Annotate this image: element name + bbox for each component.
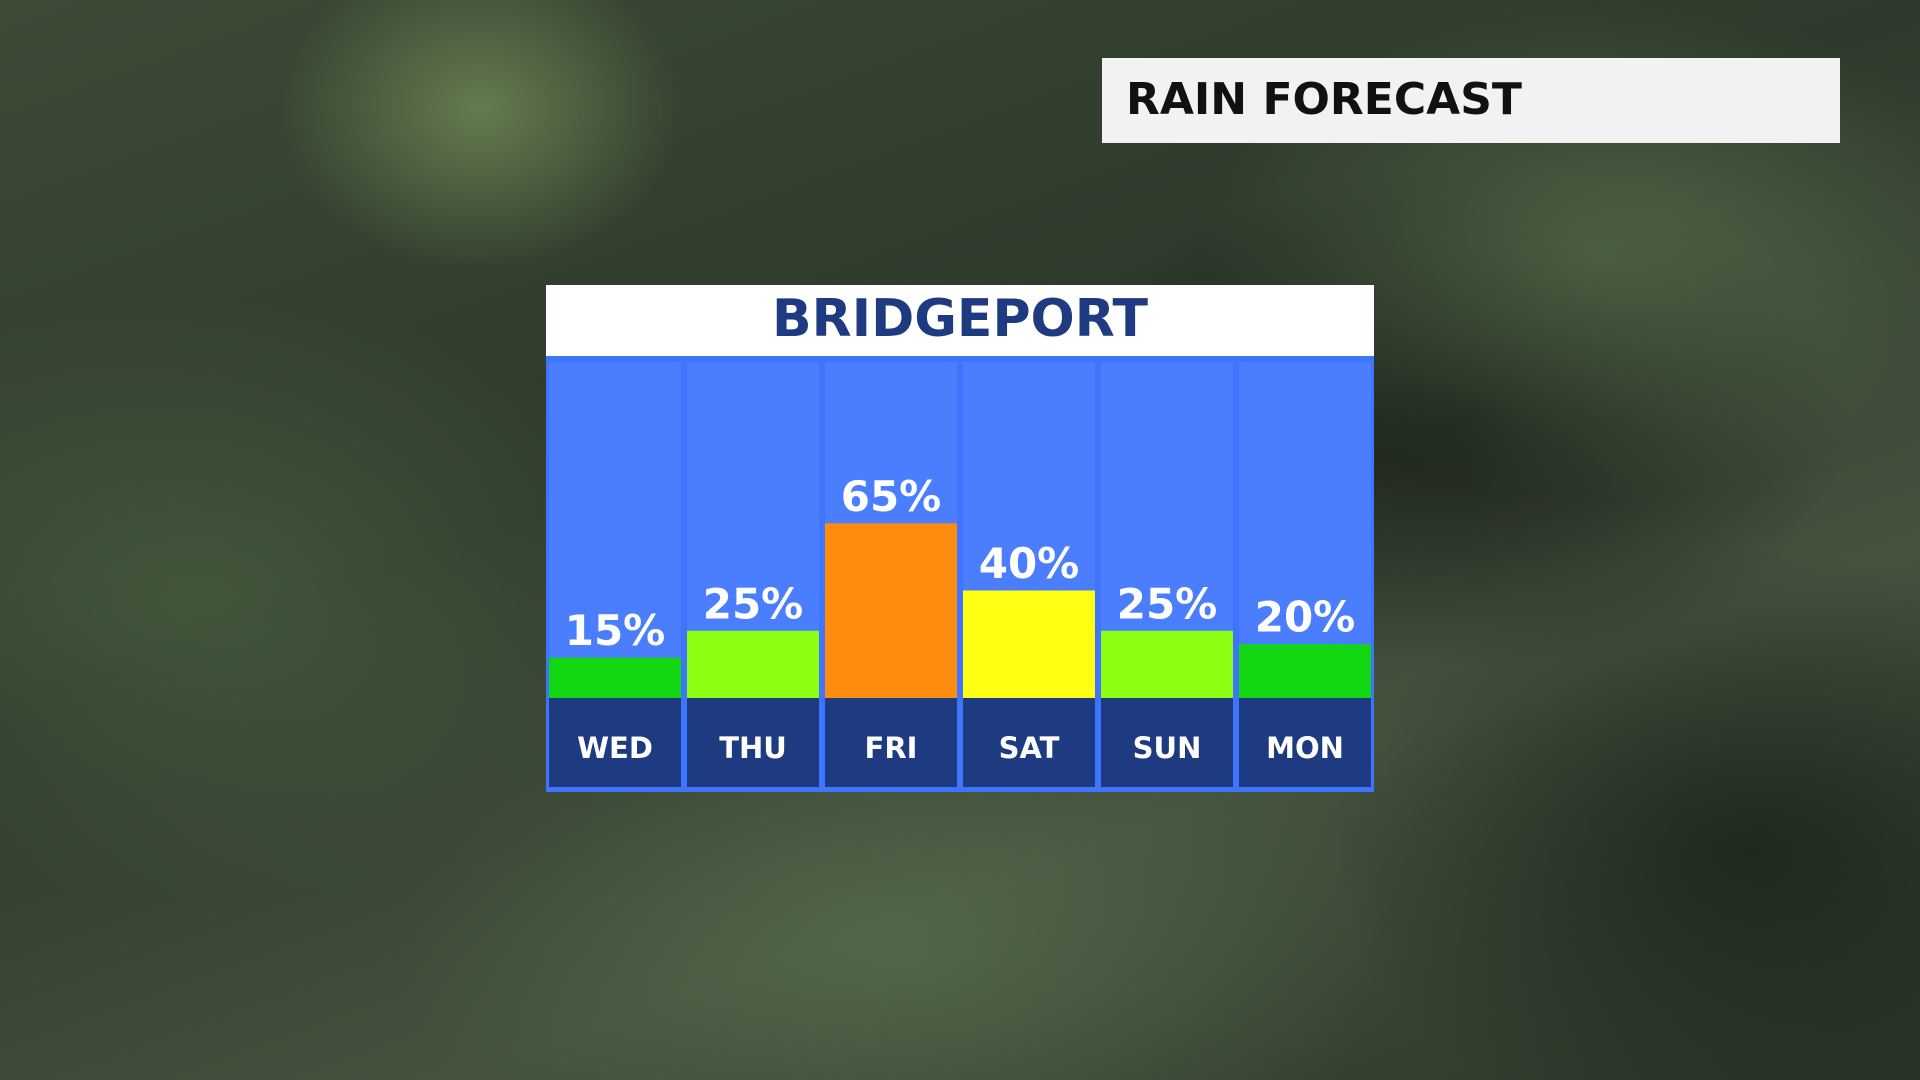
chart-header [546, 285, 1374, 356]
title-box [1102, 58, 1840, 143]
value-label: 25% [1117, 579, 1218, 628]
x-tick-label: WED [577, 731, 653, 765]
bar [825, 523, 957, 698]
x-tick-label: THU [719, 731, 787, 765]
x-tick-label: SUN [1133, 731, 1202, 765]
bar [963, 590, 1095, 698]
day-label-box [963, 698, 1095, 787]
x-tick-label: FRI [865, 731, 918, 765]
day-label-box [549, 698, 681, 787]
value-label: 40% [979, 539, 1080, 588]
page-title: RAIN FORECAST [1126, 74, 1522, 125]
day-label-box [1101, 698, 1233, 787]
chart-box [546, 285, 1374, 792]
x-tick-label: SAT [999, 731, 1060, 765]
bar [687, 630, 819, 698]
day-label-box [1239, 698, 1371, 787]
value-label: 15% [565, 606, 666, 655]
bar [549, 657, 681, 698]
day-column [1239, 362, 1371, 698]
value-label: 25% [703, 579, 804, 628]
bar [1101, 630, 1233, 698]
value-label: 20% [1255, 593, 1356, 642]
day-label-box [687, 698, 819, 787]
value-label: 65% [841, 472, 942, 521]
bar [1239, 644, 1371, 698]
day-column [549, 362, 681, 698]
chart-title: BRIDGEPORT [772, 289, 1148, 349]
x-tick-label: MON [1266, 731, 1344, 765]
day-label-box [825, 698, 957, 787]
